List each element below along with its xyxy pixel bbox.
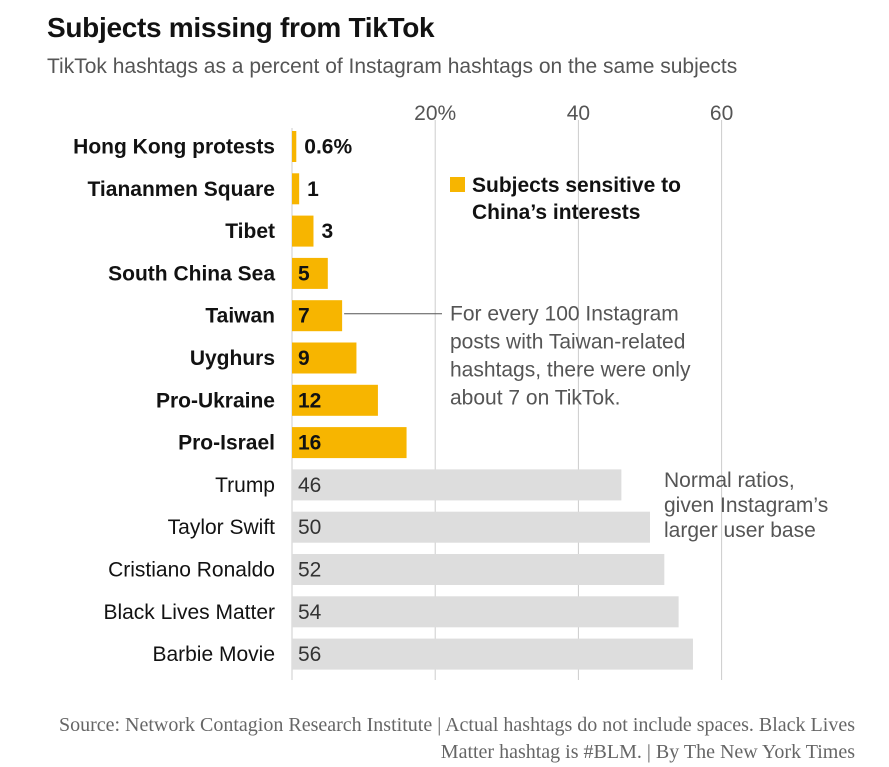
category-label-south-china-sea: South China Sea — [108, 262, 275, 285]
category-label-cristiano-ronaldo: Cristiano Ronaldo — [108, 559, 275, 582]
category-label-trump: Trump — [215, 474, 275, 497]
value-label-black-lives-matter: 54 — [298, 601, 322, 624]
value-label-hong-kong-protests: 0.6% — [304, 136, 352, 159]
value-label-uyghurs: 9 — [298, 347, 310, 370]
source-note: Source: Network Contagion Research Insti… — [58, 714, 855, 763]
category-label-barbie-movie: Barbie Movie — [152, 643, 275, 666]
bar-black-lives-matter — [292, 596, 679, 628]
annotation-normal-line-3: larger user base — [664, 519, 816, 542]
value-label-taiwan: 7 — [298, 305, 310, 328]
legend-label-line-1: Subjects sensitive to — [472, 174, 681, 197]
value-label-barbie-movie: 56 — [298, 643, 321, 666]
category-label-hong-kong-protests: Hong Kong protests — [73, 136, 275, 159]
value-label-trump: 46 — [298, 474, 321, 497]
value-label-tiananmen-square: 1 — [307, 178, 319, 201]
bar-uyghurs — [292, 342, 357, 374]
x-tick-label-20: 20% — [414, 102, 456, 125]
chart-subtitle: TikTok hashtags as a percent of Instagra… — [47, 55, 738, 78]
value-label-pro-israel: 16 — [298, 432, 321, 455]
annotation-taiwan-line-2: posts with Taiwan-related — [450, 331, 685, 354]
bar-taiwan — [292, 300, 343, 332]
annotation-normal-line-1: Normal ratios, — [664, 469, 795, 492]
annotation-taiwan-line-3: hashtags, there were only — [450, 359, 691, 382]
bar-pro-ukraine — [292, 384, 378, 416]
x-tick-label-60: 60 — [710, 102, 733, 125]
category-label-pro-ukraine: Pro-Ukraine — [156, 389, 275, 412]
x-tick-label-40: 40 — [567, 102, 590, 125]
category-label-pro-israel: Pro-Israel — [178, 432, 275, 455]
category-label-tiananmen-square: Tiananmen Square — [87, 178, 275, 201]
bar-south-china-sea — [292, 257, 328, 289]
annotation-taiwan-line-4: about 7 on TikTok. — [450, 387, 620, 410]
value-label-tibet: 3 — [321, 220, 333, 243]
category-label-taylor-swift: Taylor Swift — [168, 516, 276, 539]
bar-pro-israel — [292, 427, 407, 459]
bar-tiananmen-square — [292, 173, 300, 205]
legend-swatch — [450, 177, 465, 192]
legend-label-line-2: China’s interests — [472, 201, 640, 224]
value-label-south-china-sea: 5 — [298, 262, 310, 285]
bar-barbie-movie — [292, 638, 693, 670]
bar-hong-kong-protests — [292, 131, 297, 162]
bar-trump — [292, 469, 622, 501]
annotation-normal-line-2: given Instagram’s — [664, 494, 828, 517]
category-label-uyghurs: Uyghurs — [190, 347, 275, 370]
category-label-taiwan: Taiwan — [205, 305, 275, 328]
category-label-black-lives-matter: Black Lives Matter — [103, 601, 275, 624]
category-label-tibet: Tibet — [225, 220, 275, 243]
value-label-pro-ukraine: 12 — [298, 389, 321, 412]
annotation-taiwan-line-1: For every 100 Instagram — [450, 303, 679, 326]
bar-tibet — [292, 215, 314, 247]
value-label-cristiano-ronaldo: 52 — [298, 559, 321, 582]
chart-title: Subjects missing from TikTok — [47, 12, 435, 43]
bar-taylor-swift — [292, 511, 650, 543]
value-label-taylor-swift: 50 — [298, 516, 321, 539]
bar-cristiano-ronaldo — [292, 554, 665, 585]
bar-chart: 20% 40 60 Hong Kong protests 0.6% Tiananmen S… — [73, 102, 828, 680]
